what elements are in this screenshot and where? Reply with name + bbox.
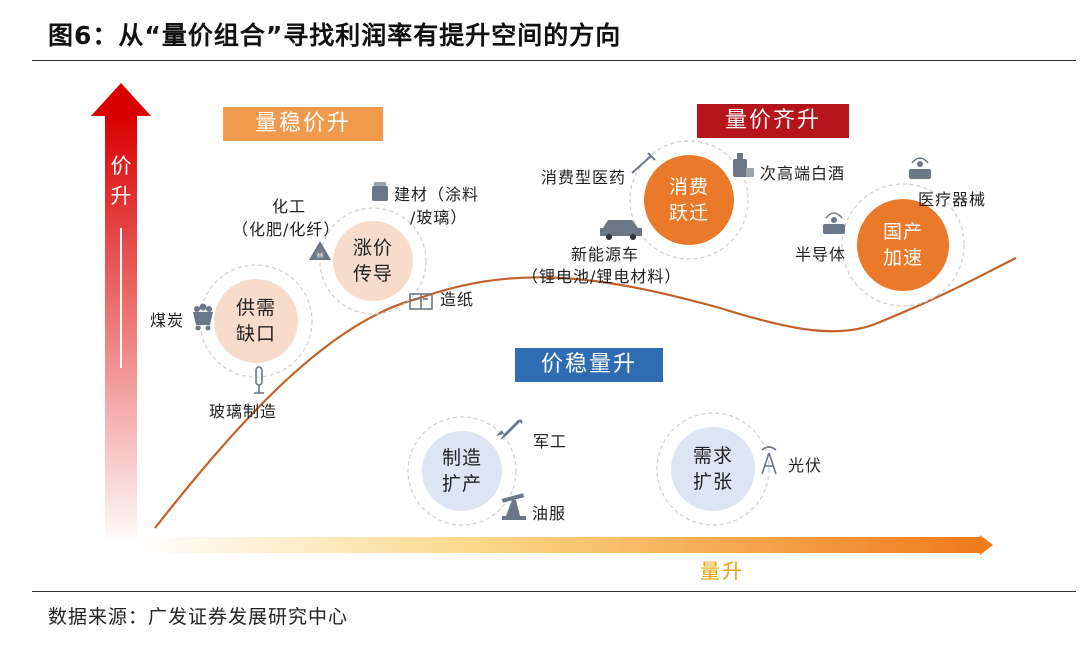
label-chemical: 化工	[272, 197, 307, 216]
circle-manufacture-line2: 扩产	[441, 473, 482, 495]
label-oil-service: 油服	[532, 504, 567, 523]
circle-price-transmission	[333, 221, 413, 301]
ring-consume	[629, 140, 749, 260]
paper-book-icon	[409, 293, 433, 310]
ring-manufacture	[407, 416, 517, 526]
x-axis-arrowhead	[980, 535, 993, 555]
semiconductor-chip-icon	[823, 212, 845, 234]
circle-consume-label: 消费 跃迁	[645, 174, 733, 226]
solar-tower-icon	[761, 446, 777, 475]
label-paper: 造纸	[440, 290, 475, 309]
circle-consume-line2: 跃迁	[668, 202, 709, 224]
circle-consumption-upgrade	[644, 155, 734, 245]
oil-pump-icon	[501, 493, 526, 520]
y-axis-arrowhead	[91, 83, 151, 116]
syringe-icon	[631, 152, 656, 174]
page-title: 图6：从“量价组合”寻找利润率有提升空间的方向	[48, 21, 622, 50]
label-nev-sub: （锂电池/锂电材料）	[522, 267, 682, 286]
bottom-divider	[32, 591, 1076, 592]
circle-demand-line2: 扩张	[692, 471, 733, 493]
circle-transmit-line2: 传导	[352, 263, 393, 285]
circle-transmit-line1: 涨价	[352, 237, 393, 259]
label-photovoltaic: 光伏	[788, 456, 823, 475]
paint-bucket-icon	[372, 182, 388, 201]
circle-supply-line2: 缺口	[235, 323, 276, 345]
label-semiconductor: 半导体	[795, 245, 847, 264]
circle-supply-label: 供需 缺口	[214, 295, 298, 347]
svg-text:☠: ☠	[316, 250, 325, 261]
liquor-bottle-icon	[733, 153, 754, 177]
ring-demand	[656, 412, 770, 526]
y-axis-label-price: 价	[110, 154, 132, 178]
circle-manufacture-expansion	[422, 431, 502, 511]
circle-supply-gap	[214, 279, 298, 363]
circle-supply-line1: 供需	[235, 297, 276, 319]
car-icon	[600, 220, 642, 240]
coal-cart-icon	[193, 303, 213, 331]
label-nev: 新能源车	[571, 245, 640, 264]
label-liquor: 次高端白酒	[760, 164, 846, 183]
circle-domestic-label: 国产 加速	[859, 219, 947, 271]
label-consumer-pharma: 消费型医药	[541, 168, 627, 187]
circle-demand-line1: 需求	[692, 445, 733, 467]
medical-device-icon	[909, 157, 931, 179]
circle-manufacture-line1: 制造	[441, 447, 482, 469]
circle-manufacture-label: 制造 扩产	[422, 445, 502, 497]
top-divider	[32, 60, 1076, 61]
circle-domestic-line2: 加速	[882, 247, 923, 269]
label-building-materials: 建材（涂料	[394, 185, 480, 204]
circle-demand-expansion	[671, 427, 755, 511]
label-military: 军工	[533, 432, 568, 451]
source-note: 数据来源：广发证券发展研究中心	[48, 606, 349, 628]
circle-consume-line1: 消费	[668, 176, 709, 198]
circle-domestic-line1: 国产	[882, 221, 923, 243]
tag-volume-price-up: 量价齐升	[697, 104, 849, 138]
label-building-materials-sub: /玻璃）	[410, 208, 468, 227]
label-medical-devices: 医疗器械	[918, 190, 987, 209]
chemical-warning-icon: ☠	[309, 241, 331, 261]
circle-demand-label: 需求 扩张	[671, 443, 755, 495]
tag-price-stable-volume-up: 价稳量升	[515, 348, 663, 382]
ring-domestic	[841, 183, 965, 307]
y-axis-label-up: 升	[110, 184, 132, 208]
label-coal: 煤炭	[150, 311, 185, 330]
trend-curve	[154, 257, 1017, 529]
ring-transmit	[319, 207, 427, 315]
circle-domestic-substitution	[857, 199, 949, 291]
x-axis-label: 量升	[700, 559, 744, 583]
label-glass-making: 玻璃制造	[209, 402, 278, 421]
tag-volume-stable-price-up: 量稳价升	[223, 107, 383, 141]
label-chemical-sub: （化肥/化纤）	[232, 220, 341, 239]
x-axis-arrow-shaft	[135, 537, 982, 553]
rocket-icon	[496, 419, 523, 440]
glass-test-tube-icon	[254, 366, 264, 394]
circle-transmit-label: 涨价 传导	[333, 235, 413, 287]
